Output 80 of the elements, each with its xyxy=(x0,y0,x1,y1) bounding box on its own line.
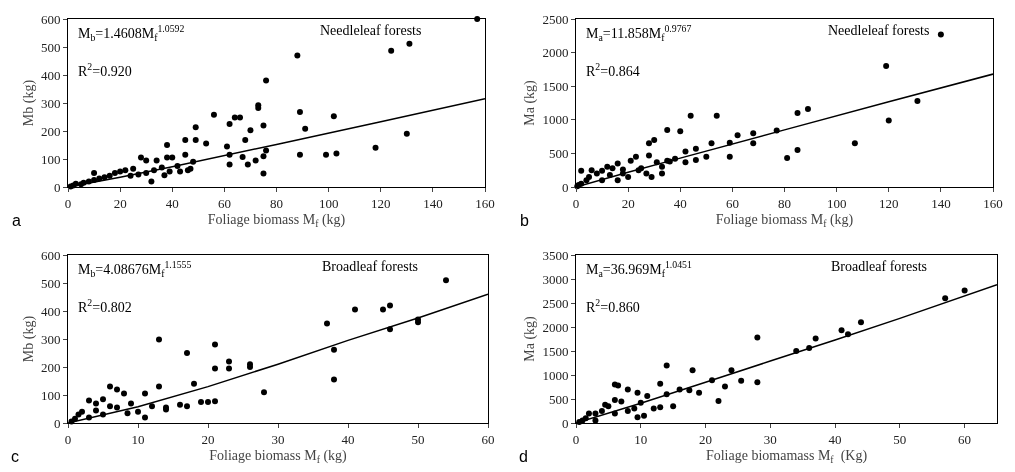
y-tick-label: 100 xyxy=(40,387,61,403)
annotation: Broadleaf forests xyxy=(831,259,928,274)
x-tick-label: 160 xyxy=(983,195,1003,211)
x-axis-title: Foliage biomass M$_{f}$ (kg) xyxy=(209,447,348,465)
text: d xyxy=(519,448,528,465)
y-tick-label: 600 xyxy=(40,247,61,263)
y-tick-label: 500 xyxy=(40,275,61,291)
x-tick-label: 40 xyxy=(828,431,842,447)
y-tick-label: 0 xyxy=(561,415,569,431)
y-tick-label: 0 xyxy=(561,179,569,195)
x-tick-label: 120 xyxy=(371,195,391,211)
y-axis-title: Ma (kg) xyxy=(522,79,538,126)
y-tick-label: 1500 xyxy=(542,78,569,94)
y-tick-label: 200 xyxy=(40,123,61,139)
x-tick-label: 50 xyxy=(893,431,907,447)
y-tick-label: 1000 xyxy=(542,367,569,383)
x-tick-label: 30 xyxy=(271,431,285,447)
x-tick-label: 20 xyxy=(621,195,635,211)
x-axis-title: Foliage biomass M$_{f}$ (kg) xyxy=(207,211,346,229)
x-tick-label: 0 xyxy=(572,431,580,447)
x-axis-title: Foliage biomass M$_{f}$ (kg) xyxy=(715,211,854,229)
x-tick-label: 100 xyxy=(826,195,847,211)
y-tick-label: 1000 xyxy=(542,112,569,128)
y-tick-label: 3500 xyxy=(542,247,569,263)
y-tick-label: 0 xyxy=(53,179,61,195)
x-tick-label: 0 xyxy=(572,195,580,211)
y-tick-label: 300 xyxy=(40,95,61,111)
y-tick-label: 2500 xyxy=(542,295,569,311)
y-tick-label: 0 xyxy=(53,415,61,431)
text: c xyxy=(11,448,19,465)
y-tick-label: 2000 xyxy=(542,45,569,61)
annotation: Broadleaf forests xyxy=(322,259,419,274)
annotation: Needleleaf forests xyxy=(828,23,930,38)
x-tick-label: 80 xyxy=(270,195,283,211)
x-tick-label: 50 xyxy=(411,431,425,447)
x-tick-label: 140 xyxy=(931,195,951,211)
y-tick-label: 300 xyxy=(40,331,61,347)
annotation: R$^{2}$=0.920 xyxy=(78,61,132,79)
x-tick-label: 0 xyxy=(64,431,72,447)
x-tick-label: 60 xyxy=(217,195,231,211)
x-tick-label: 100 xyxy=(318,195,339,211)
annotation: R$^{2}$=0.860 xyxy=(586,297,640,315)
y-tick-label: 400 xyxy=(40,67,61,83)
x-tick-label: 0 xyxy=(64,195,72,211)
x-tick-label: 40 xyxy=(165,195,179,211)
y-tick-label: 500 xyxy=(40,39,61,55)
y-tick-label: 200 xyxy=(40,359,61,375)
y-tick-label: 400 xyxy=(40,303,61,319)
x-tick-label: 30 xyxy=(763,431,777,447)
x-tick-label: 60 xyxy=(725,195,739,211)
y-axis-title: Ma (kg) xyxy=(522,315,538,362)
x-tick-label: 80 xyxy=(778,195,791,211)
x-tick-label: 140 xyxy=(423,195,443,211)
y-axis-title: Mb (kg) xyxy=(20,315,37,363)
x-tick-label: 120 xyxy=(879,195,899,211)
text: b xyxy=(520,212,529,229)
x-tick-label: 20 xyxy=(201,431,215,447)
y-tick-label: 500 xyxy=(548,145,569,161)
y-tick-label: 100 xyxy=(40,151,61,167)
x-tick-label: 60 xyxy=(958,431,972,447)
y-tick-label: 1500 xyxy=(542,343,569,359)
y-tick-label: 2000 xyxy=(542,319,569,335)
x-tick-label: 10 xyxy=(131,431,145,447)
y-tick-label: 500 xyxy=(548,391,569,407)
y-tick-label: 600 xyxy=(40,11,61,27)
x-tick-label: 60 xyxy=(481,431,495,447)
x-axis-title: Foliage biomamass M$_{f}$ (Kg) xyxy=(705,447,868,465)
y-axis-title: Mb (kg) xyxy=(20,79,37,127)
annotation: Needleleaf forests xyxy=(320,23,422,38)
y-tick-label: 3000 xyxy=(542,271,569,287)
x-tick-label: 20 xyxy=(699,431,713,447)
text: a xyxy=(12,212,21,229)
y-tick-label: 2500 xyxy=(542,11,569,27)
x-tick-label: 10 xyxy=(634,431,648,447)
x-tick-label: 160 xyxy=(475,195,495,211)
x-tick-label: 20 xyxy=(113,195,127,211)
annotation: R$^{2}$=0.802 xyxy=(78,297,132,315)
x-tick-label: 40 xyxy=(673,195,687,211)
x-tick-label: 40 xyxy=(341,431,355,447)
annotation: R$^{2}$=0.864 xyxy=(586,61,640,79)
